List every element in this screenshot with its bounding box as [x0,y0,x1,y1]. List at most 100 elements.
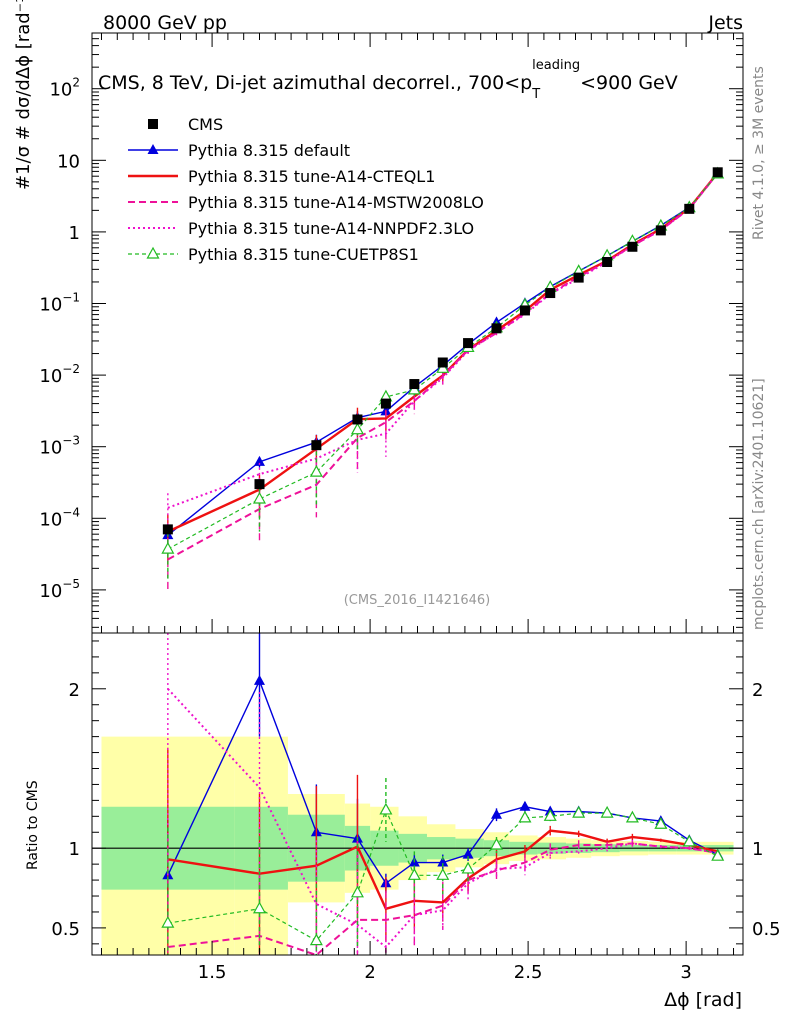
y-tick-exp: −4 [62,505,80,519]
series-marker-lower [437,856,449,867]
legend-label: CMS [188,115,223,134]
y-tick-base: 10 [39,509,62,530]
mcplots-label: mcplots.cern.ch [arXiv:2401.10621] [751,378,767,630]
y-tick-exp: −3 [62,434,80,448]
title-end: <900 GeV [580,72,678,94]
data-point [712,167,723,178]
y-tick-base: 10 [39,581,62,602]
y-axis-label-upper: #1/σ # dσ/dΔϕ [rad⁻¹] [13,0,34,190]
data-point [409,379,420,390]
y-tick-label-lower-right: 2 [752,680,763,701]
y-tick-label-lower-right: 0.5 [752,919,781,940]
series-marker-upper [161,541,175,554]
data-point [627,241,638,252]
series-marker-lower [253,674,265,685]
data-point [463,338,474,349]
series-layer [161,166,725,957]
data-point [602,256,613,267]
series-marker-lower [407,868,421,880]
series-marker-lower [600,805,614,818]
legend-marker-cms [148,119,158,129]
series-line-upper [167,172,719,561]
y-tick-label-lower-right: 1 [752,839,763,860]
y-tick-label-upper: 10−1 [39,291,80,316]
x-tick-label: 2.5 [514,962,543,983]
series-marker-lower [711,848,725,861]
process-label: Jets [707,12,743,34]
legend-label: Pythia 8.315 tune-A14-NNPDF2.3LO [188,219,474,238]
legend: CMS Pythia 8.315 default Pythia 8.315 tune… [128,115,484,264]
data-point [352,414,363,425]
series-marker-lower [491,808,503,819]
series-marker-lower [436,868,450,880]
title-sub: T [531,87,540,102]
series-marker-lower [489,837,504,850]
data-point [545,288,556,299]
title-sup: leading [532,58,580,73]
data-point [684,203,695,214]
y-tick-exp: −2 [62,362,80,376]
data-point [573,272,584,283]
x-tick-label: 3 [680,962,691,983]
data-point [519,305,530,316]
series-marker-lower [625,810,639,823]
chart-title: CMS, 8 TeV, Di-jet azimuthal decorrel., … [98,58,678,102]
y-tick-label-upper: 10 [57,151,80,172]
collision-label: 8000 GeV pp [103,12,227,34]
x-tick-label: 1.5 [198,962,227,983]
rivet-label: Rivet 4.1.0, ≥ 3M events [751,66,767,240]
y-tick-label-upper: 10−3 [39,434,80,459]
y-tick-label-lower: 1 [69,839,80,860]
series-marker-upper [252,491,267,504]
series-marker-lower [379,802,393,815]
y-tick-exp: −1 [62,291,80,305]
data-point [491,323,502,334]
y-tick-label-upper: 10−5 [39,577,80,602]
x-tick-label: 2 [364,962,375,983]
cms-data-points [162,167,723,535]
y-tick-base: 10 [39,366,62,387]
y-tick-label-upper: 102 [49,76,80,101]
series-marker-lower [654,817,668,829]
analysis-id: (CMS_2016_I1421646) [344,593,491,608]
series-marker-lower [350,885,364,898]
series-marker-lower [543,809,557,821]
title-main: CMS, 8 TeV, Di-jet azimuthal decorrel., … [98,72,532,94]
legend-label: Pythia 8.315 tune-CUETP8S1 [188,245,419,264]
series-marker-upper [350,422,364,435]
series-marker-lower [572,805,586,818]
legend-label: Pythia 8.315 tune-A14-MSTW2008LO [188,193,484,212]
x-axis-label: Δϕ [rad] [664,989,742,1011]
y-tick-label-upper: 1 [69,223,80,244]
y-tick-label-upper: 10−4 [39,505,80,530]
series-marker-lower [519,800,531,811]
mc-uncertainty-bands [101,736,734,955]
y-tick-exp: −5 [62,577,80,591]
data-point [162,524,173,535]
legend-marker [147,144,159,154]
series-line-lower [167,688,718,949]
series-marker-lower [462,848,474,859]
legend-marker [146,246,160,259]
data-point [437,357,448,368]
series-marker-lower [682,834,696,847]
data-point [380,398,391,409]
legend-label: Pythia 8.315 tune-A14-CTEQL1 [188,167,435,186]
y-tick-base: 10 [39,438,62,459]
y-tick-base: 10 [49,80,72,101]
y-tick-base: 10 [39,295,62,316]
y-axis-label-lower: Ratio to CMS [25,780,41,870]
series-marker-lower [252,901,267,914]
series-marker-upper [253,455,265,466]
y-tick-label-lower: 0.5 [51,919,80,940]
y-tick-base: 1 [69,223,80,244]
series-lower-5 [161,778,725,955]
series-marker-upper [309,464,323,477]
y-tick-label-upper: 10−2 [39,362,80,387]
legend-label: Pythia 8.315 default [188,141,350,160]
series-marker-lower [161,915,175,928]
data-point [254,479,265,490]
series-marker-lower [518,810,532,823]
